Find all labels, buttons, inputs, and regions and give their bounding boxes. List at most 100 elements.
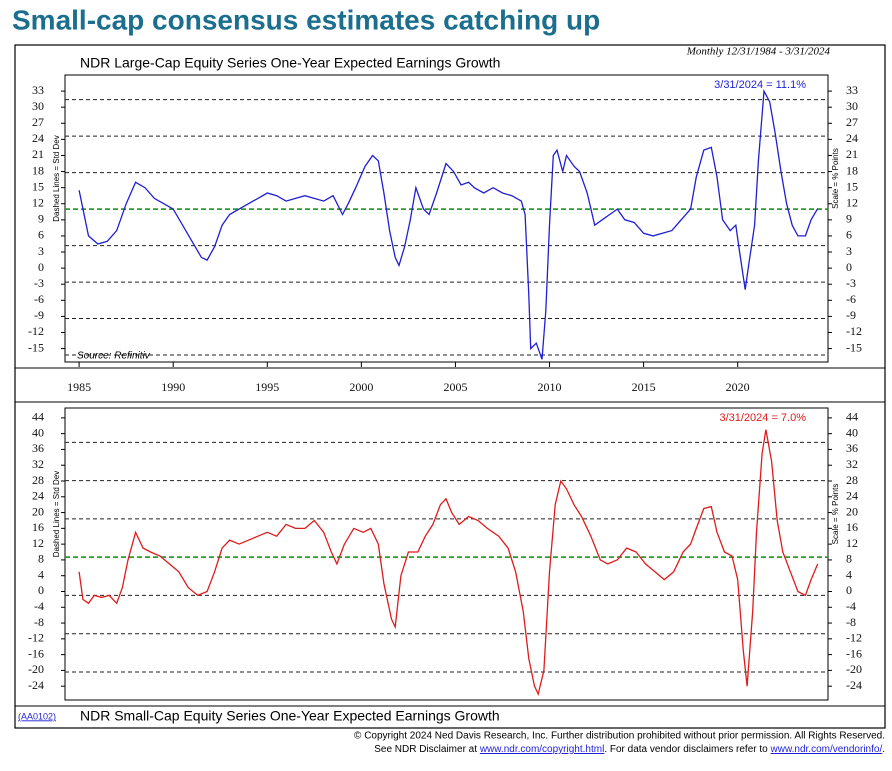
x-tick-label: 2000 bbox=[349, 380, 373, 394]
y-tick-label: -24 bbox=[28, 678, 44, 692]
footer-text: . bbox=[882, 744, 885, 755]
y-tick-label: 9 bbox=[846, 212, 852, 226]
y-tick-label: -4 bbox=[846, 599, 856, 613]
y-tick-label: 4 bbox=[38, 567, 44, 581]
y-tick-label: 44 bbox=[32, 410, 44, 424]
y-tick-label: 6 bbox=[38, 228, 44, 242]
source-note: Source: Refinitiv bbox=[77, 351, 151, 362]
y-tick-label: 21 bbox=[846, 147, 858, 161]
y-tick-label: 33 bbox=[32, 83, 44, 97]
y-tick-label: -16 bbox=[28, 646, 44, 660]
axis-note: Scale = % Points bbox=[831, 484, 840, 545]
plot-area bbox=[64, 407, 829, 701]
y-tick-label: 8 bbox=[38, 552, 44, 566]
y-tick-label: 15 bbox=[846, 179, 858, 193]
y-tick-label: 4 bbox=[846, 567, 852, 581]
frame bbox=[14, 44, 886, 729]
y-tick-label: -15 bbox=[28, 340, 44, 354]
y-tick-label: 3 bbox=[846, 244, 852, 258]
x-tick-label: 2005 bbox=[443, 380, 467, 394]
y-tick-label: 0 bbox=[846, 260, 852, 274]
y-tick-label: 3 bbox=[38, 244, 44, 258]
panel-title: NDR Small-Cap Equity Series One-Year Exp… bbox=[80, 708, 500, 724]
y-tick-label: 9 bbox=[38, 212, 44, 226]
link[interactable]: www.ndr.com/copyright.html bbox=[479, 744, 605, 755]
y-tick-label: 0 bbox=[846, 583, 852, 597]
y-tick-label: 28 bbox=[32, 473, 44, 487]
axis-note: Dashed Lines = Std Dev bbox=[52, 135, 61, 222]
y-tick-label: 18 bbox=[846, 163, 858, 177]
y-tick-label: 36 bbox=[846, 441, 858, 455]
date-range: Monthly 12/31/1984 - 3/31/2024 bbox=[686, 46, 831, 58]
y-tick-label: 24 bbox=[846, 131, 858, 145]
y-tick-label: 0 bbox=[38, 583, 44, 597]
y-tick-label: 16 bbox=[846, 520, 858, 534]
footer: See NDR Disclaimer at www.ndr.com/copyri… bbox=[374, 744, 885, 755]
y-tick-label: -4 bbox=[34, 599, 44, 613]
y-tick-label: -20 bbox=[846, 662, 862, 676]
y-tick-label: 24 bbox=[32, 131, 44, 145]
y-tick-label: -3 bbox=[34, 276, 44, 290]
y-tick-label: -20 bbox=[28, 662, 44, 676]
y-tick-label: -8 bbox=[846, 615, 856, 629]
page-title: Small-cap consensus estimates catching u… bbox=[12, 4, 600, 35]
x-tick-label: 2015 bbox=[632, 380, 656, 394]
y-tick-label: -6 bbox=[34, 292, 44, 306]
y-tick-label: 30 bbox=[32, 99, 44, 113]
x-tick-label: 1985 bbox=[67, 380, 91, 394]
y-tick-label: 27 bbox=[846, 115, 858, 129]
y-tick-label: 24 bbox=[32, 489, 44, 503]
y-tick-label: 6 bbox=[846, 228, 852, 242]
y-tick-label: 32 bbox=[32, 457, 44, 471]
y-tick-label: 8 bbox=[846, 552, 852, 566]
x-tick-label: 2010 bbox=[538, 380, 562, 394]
y-tick-label: 0 bbox=[38, 260, 44, 274]
footer: © Copyright 2024 Ned Davis Research, Inc… bbox=[354, 731, 885, 742]
y-tick-label: 20 bbox=[846, 504, 858, 518]
x-tick-label: 1995 bbox=[255, 380, 279, 394]
y-tick-label: 24 bbox=[846, 489, 858, 503]
y-tick-label: -16 bbox=[846, 646, 862, 660]
y-tick-label: 18 bbox=[32, 163, 44, 177]
panel-title: NDR Large-Cap Equity Series One-Year Exp… bbox=[80, 55, 500, 71]
y-tick-label: 40 bbox=[32, 425, 44, 439]
y-tick-label: 12 bbox=[846, 536, 858, 550]
axis-note: Dashed Lines = Std Dev bbox=[52, 471, 61, 558]
y-tick-label: -6 bbox=[846, 292, 856, 306]
x-tick-label: 2020 bbox=[726, 380, 750, 394]
y-tick-label: -9 bbox=[846, 308, 856, 322]
y-tick-label: -12 bbox=[846, 324, 862, 338]
y-tick-label: -8 bbox=[34, 615, 44, 629]
axis-note: Scale = % Points bbox=[831, 148, 840, 209]
y-tick-label: 27 bbox=[32, 115, 44, 129]
y-tick-label: -3 bbox=[846, 276, 856, 290]
y-tick-label: 28 bbox=[846, 473, 858, 487]
y-tick-label: 20 bbox=[32, 504, 44, 518]
data-line bbox=[78, 88, 819, 360]
y-tick-label: 36 bbox=[32, 441, 44, 455]
y-tick-label: -12 bbox=[28, 631, 44, 645]
plot-area bbox=[64, 74, 829, 363]
data-line bbox=[78, 429, 819, 697]
y-tick-label: 16 bbox=[32, 520, 44, 534]
y-tick-label: -24 bbox=[846, 678, 862, 692]
y-tick-label: 15 bbox=[32, 179, 44, 193]
y-tick-label: 21 bbox=[32, 147, 44, 161]
y-tick-label: 12 bbox=[32, 536, 44, 550]
x-tick-label: 1990 bbox=[161, 380, 185, 394]
y-tick-label: 40 bbox=[846, 425, 858, 439]
y-tick-label: -15 bbox=[846, 340, 862, 354]
y-tick-label: 30 bbox=[846, 99, 858, 113]
chart-code: (AA0102) bbox=[18, 711, 56, 721]
y-tick-label: 12 bbox=[32, 195, 44, 209]
footer-text: See NDR Disclaimer at bbox=[374, 744, 480, 755]
annotation: 3/31/2024 = 11.1% bbox=[714, 79, 806, 91]
y-tick-label: -12 bbox=[846, 631, 862, 645]
link[interactable]: www.ndr.com/vendorinfo/ bbox=[770, 744, 883, 755]
y-tick-label: 44 bbox=[846, 410, 858, 424]
annotation: 3/31/2024 = 7.0% bbox=[719, 412, 806, 424]
y-tick-label: 32 bbox=[846, 457, 858, 471]
y-tick-label: -9 bbox=[34, 308, 44, 322]
y-tick-label: 12 bbox=[846, 195, 858, 209]
